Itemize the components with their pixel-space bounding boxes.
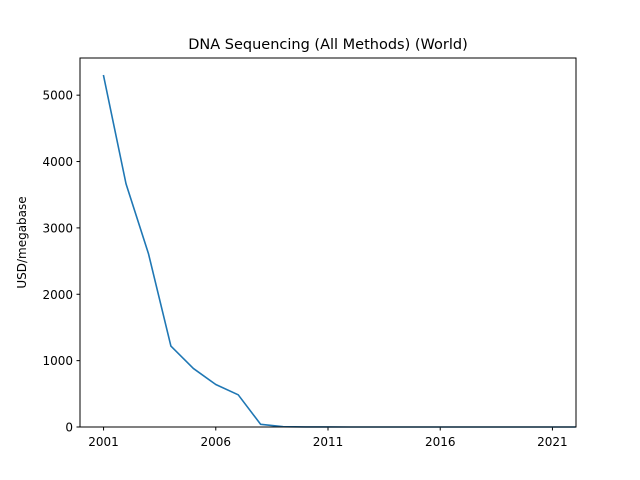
y-axis-label: USD/megabase [15,196,29,288]
y-tick-label: 1000 [42,354,73,368]
x-tick-label: 2011 [313,435,344,449]
y-tick-label: 3000 [42,221,73,235]
y-tick-label: 5000 [42,89,73,103]
x-tick-label: 2006 [201,435,232,449]
chart-title: DNA Sequencing (All Methods) (World) [188,37,468,53]
y-tick-label: 0 [65,421,73,435]
x-tick-label: 2016 [425,435,456,449]
x-tick-label: 2021 [537,435,568,449]
y-tick-label: 4000 [42,155,73,169]
plot-frame [79,57,577,428]
x-tick-label: 2001 [88,435,119,449]
y-tick-label: 2000 [42,288,73,302]
y-axis-ticks: 0 1000 2000 3000 4000 5000 [42,89,80,435]
